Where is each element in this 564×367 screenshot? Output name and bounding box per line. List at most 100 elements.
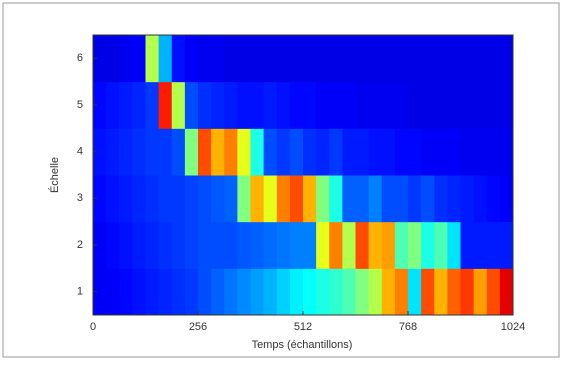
- heatmap-cell: [329, 35, 343, 83]
- heatmap-cell: [263, 268, 278, 316]
- heatmap-cell: [329, 268, 343, 316]
- heatmap-cell: [303, 81, 317, 129]
- heatmap-cell: [499, 221, 514, 269]
- heatmap-cell: [263, 81, 278, 129]
- heatmap-cell: [276, 81, 291, 129]
- heatmap-cell: [211, 175, 225, 223]
- heatmap-cell: [224, 221, 238, 269]
- heatmap-cell: [106, 221, 120, 269]
- heatmap-cell: [381, 128, 396, 176]
- heatmap-cell: [394, 175, 409, 223]
- heatmap-cell: [184, 81, 199, 129]
- heatmap-cell: [211, 128, 225, 176]
- heatmap-cell: [106, 268, 120, 316]
- heatmap-cell: [106, 175, 120, 223]
- heatmap-cell: [421, 221, 435, 269]
- heatmap-cell: [263, 128, 278, 176]
- y-tick-label: 6: [77, 52, 83, 64]
- heatmap-cell: [447, 221, 461, 269]
- heatmap-cell: [276, 128, 291, 176]
- heatmap-cell: [460, 128, 475, 176]
- heatmap-cell: [198, 175, 212, 223]
- heatmap-cell: [355, 221, 370, 269]
- heatmap-cell: [408, 268, 422, 316]
- heatmap-cell: [473, 175, 488, 223]
- heatmap-cell: [421, 268, 435, 316]
- heatmap-cell: [486, 268, 501, 316]
- heatmap-cell: [408, 35, 422, 83]
- heatmap-cell: [394, 81, 409, 129]
- heatmap-cell: [184, 128, 199, 176]
- heatmap-cell: [237, 128, 251, 176]
- heatmap-cell: [394, 128, 409, 176]
- heatmap-cell: [132, 175, 146, 223]
- heatmap-cell: [263, 175, 278, 223]
- y-tick-label: 1: [77, 286, 83, 298]
- heatmap-cell: [237, 221, 251, 269]
- heatmap-cell: [329, 128, 343, 176]
- heatmap-cell: [250, 268, 265, 316]
- heatmap-cell: [211, 81, 225, 129]
- heatmap-cell: [171, 35, 186, 83]
- heatmap-cell: [237, 175, 251, 223]
- heatmap-cell: [329, 221, 343, 269]
- heatmap-cell: [276, 175, 291, 223]
- heatmap-cell: [171, 221, 186, 269]
- heatmap-cell: [145, 221, 160, 269]
- heatmap-cell: [486, 128, 501, 176]
- heatmap-cell: [303, 128, 317, 176]
- heatmap-cell: [303, 35, 317, 83]
- heatmap-cell: [119, 175, 133, 223]
- heatmap-cell: [329, 81, 343, 129]
- heatmap-cell: [93, 175, 107, 223]
- heatmap-cell: [499, 35, 514, 83]
- heatmap-cell: [486, 221, 501, 269]
- heatmap-cell: [106, 128, 120, 176]
- heatmap-cell: [408, 221, 422, 269]
- heatmap-cell: [132, 81, 146, 129]
- heatmap-cell: [368, 268, 383, 316]
- heatmap-cell: [355, 128, 370, 176]
- heatmap-cell: [434, 175, 448, 223]
- heatmap-cell: [447, 35, 461, 83]
- heatmap-cell: [158, 268, 173, 316]
- heatmap-cell: [342, 268, 356, 316]
- heatmap-cell: [145, 35, 160, 83]
- heatmap-cell: [342, 175, 356, 223]
- heatmap-cell: [473, 221, 488, 269]
- heatmap-cell: [473, 35, 488, 83]
- heatmap-cell: [106, 35, 120, 83]
- heatmap-cell: [316, 268, 330, 316]
- heatmap-cell: [132, 221, 146, 269]
- heatmap-cell: [289, 81, 304, 129]
- heatmap-cell: [93, 268, 107, 316]
- heatmap-cell: [394, 221, 409, 269]
- x-axis-label: Temps (échantillons): [252, 339, 353, 351]
- heatmap-cell: [368, 35, 383, 83]
- heatmap-cell: [303, 268, 317, 316]
- heatmap-cell: [145, 268, 160, 316]
- heatmap-cell: [198, 268, 212, 316]
- heatmap-cell: [119, 81, 133, 129]
- heatmap-cell: [355, 175, 370, 223]
- heatmap-cell: [158, 221, 173, 269]
- heatmap-cell: [316, 175, 330, 223]
- y-tick-label: 4: [77, 146, 83, 158]
- heatmap-cell: [486, 81, 501, 129]
- x-tick-label: 768: [399, 321, 417, 333]
- heatmap-cell: [93, 221, 107, 269]
- heatmap-cell: [250, 35, 265, 83]
- heatmap-cell: [434, 128, 448, 176]
- heatmap-cell: [368, 175, 383, 223]
- heatmap-cell: [224, 128, 238, 176]
- heatmap-cell: [263, 35, 278, 83]
- heatmap-cell: [145, 128, 160, 176]
- heatmap-cell: [460, 35, 475, 83]
- heatmap-cell: [355, 268, 370, 316]
- heatmap-cell: [184, 221, 199, 269]
- heatmap-cell: [119, 35, 133, 83]
- heatmap-cell: [171, 175, 186, 223]
- heatmap-cell: [171, 268, 186, 316]
- heatmap-cell: [289, 175, 304, 223]
